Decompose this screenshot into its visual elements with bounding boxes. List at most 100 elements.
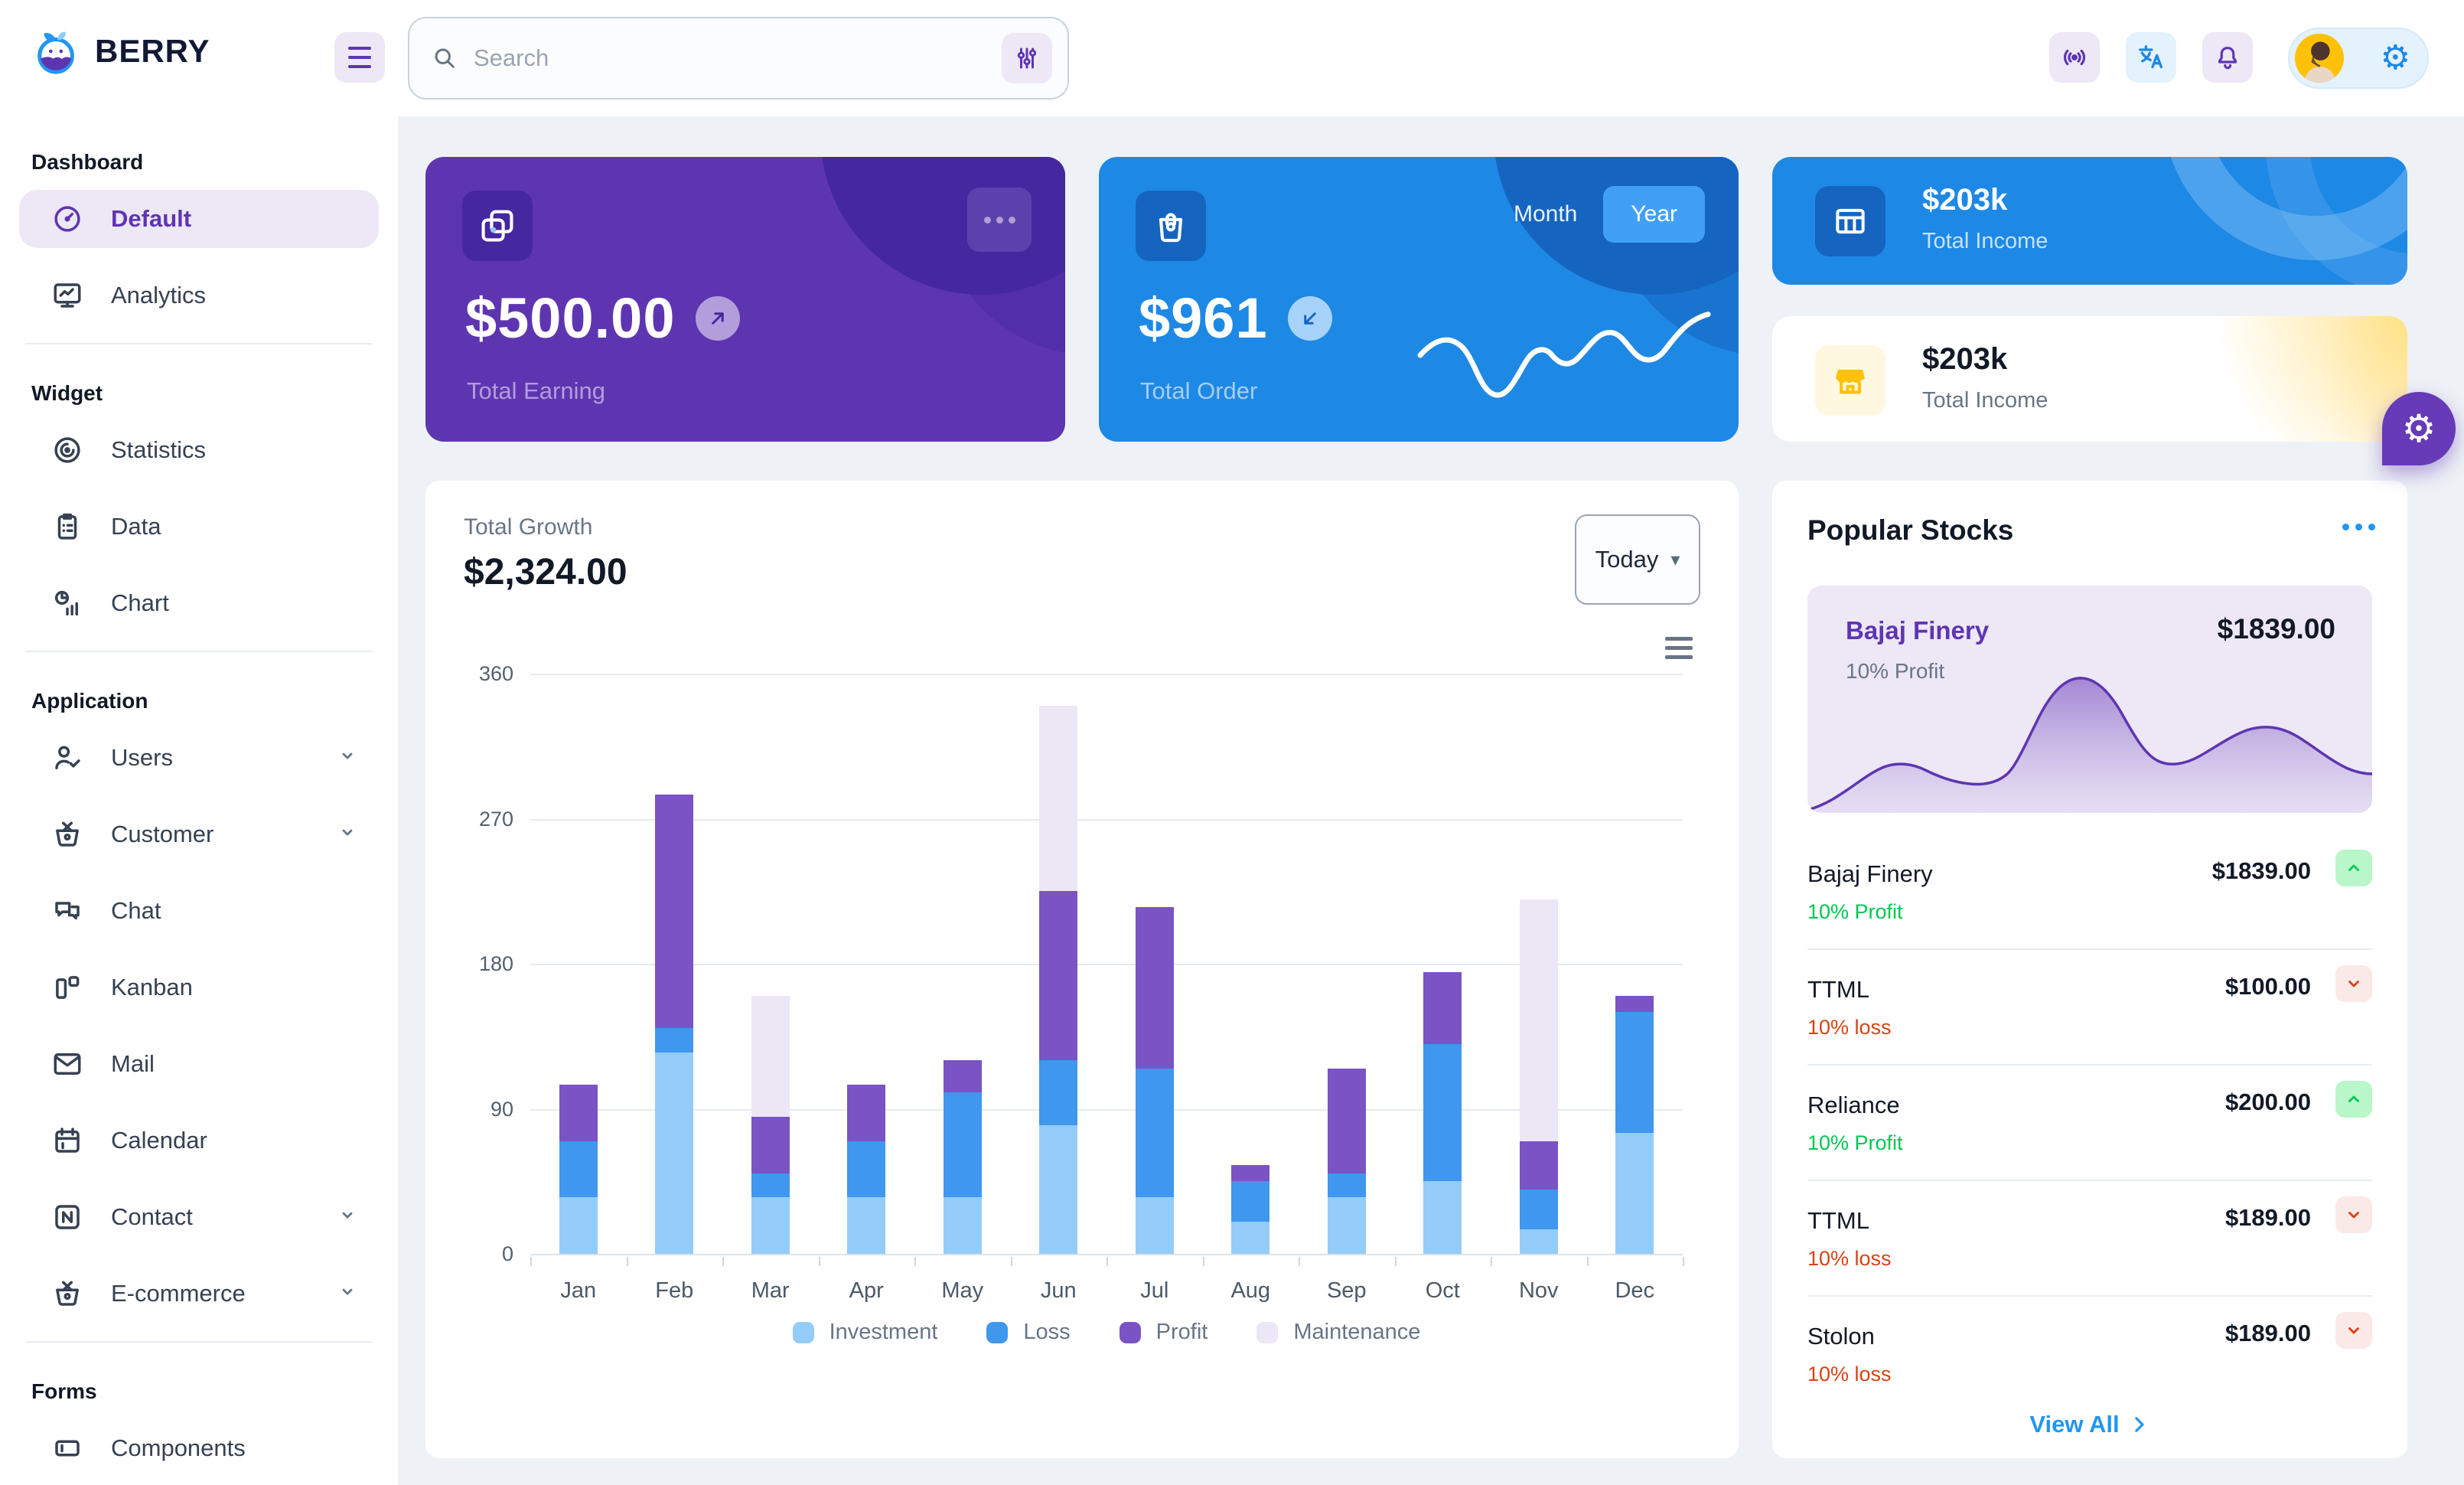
sidebar-item-calendar[interactable]: Calendar [19, 1111, 379, 1170]
sidebar-section-title: Application [31, 689, 148, 713]
sidebar-item-mail[interactable]: Mail [19, 1035, 379, 1093]
sidebar-item-chat[interactable]: Chat [19, 882, 379, 940]
stock-row-bajaj-finery[interactable]: Bajaj Finery 10% Profit $1839.00 [1807, 834, 2372, 950]
popular-stocks-panel: Popular Stocks Bajaj Finery $1839.00 10%… [1772, 481, 2407, 1458]
chart-menu-icon[interactable] [1665, 637, 1693, 659]
legend-swatch [1256, 1321, 1279, 1343]
bar-segment-loss [1135, 1068, 1174, 1198]
stock-name: Stolon [1807, 1323, 1875, 1350]
stock-row-reliance[interactable]: Reliance 10% Profit $200.00 [1807, 1066, 2372, 1181]
sidebar-item-components[interactable]: Components [19, 1419, 379, 1477]
sidebar-item-e-commerce[interactable]: E-commerce [19, 1265, 379, 1323]
bar-segment-loss [1423, 1044, 1462, 1182]
income-blue-amount: $203k [1922, 183, 2008, 217]
language-button[interactable] [2126, 32, 2176, 83]
earning-card-menu-button[interactable] [967, 188, 1032, 252]
stock-row-ttml[interactable]: TTML 10% loss $189.00 [1807, 1181, 2372, 1297]
bar-segment-investment [1327, 1197, 1366, 1254]
sidebar-item-contact[interactable]: Contact [19, 1188, 379, 1246]
bar-segment-loss [559, 1141, 598, 1198]
bell-icon [2218, 47, 2237, 70]
chevron-up-badge-icon [2335, 850, 2372, 886]
x-axis-tick-label: May [941, 1278, 984, 1303]
income-light-amount: $203k [1922, 342, 2008, 376]
nfc-icon [51, 1201, 83, 1233]
legend-item-loss: Loss [986, 1320, 1071, 1345]
stock-name: TTML [1807, 1207, 1869, 1234]
sidebar-item-label: E-commerce [111, 1280, 246, 1307]
profile-menu[interactable]: ⚙ [2288, 28, 2429, 89]
stock-row-ttml[interactable]: TTML 10% loss $100.00 [1807, 950, 2372, 1066]
legend-label: Loss [1023, 1320, 1071, 1344]
sidebar-item-default[interactable]: Default [19, 190, 379, 248]
copy-cards-icon [462, 191, 533, 261]
bar-segment-maintenance [1039, 706, 1078, 892]
notifications-button[interactable] [2202, 32, 2253, 83]
total-earning-label: Total Earning [467, 377, 605, 404]
sidebar-item-data[interactable]: Data [19, 498, 379, 556]
featured-stock-change: 10% Profit [1846, 659, 1945, 683]
search-icon [435, 48, 455, 68]
brand-name: BERRY [95, 33, 210, 69]
chevron-down-badge-icon [2335, 1196, 2372, 1233]
y-axis-tick-label: 180 [478, 952, 513, 975]
bar-segment-investment [1135, 1197, 1174, 1254]
header: BERRY [0, 0, 2464, 116]
theme-customizer-button[interactable]: ⚙ [2382, 392, 2456, 465]
sidebar-item-label: Calendar [111, 1127, 207, 1154]
toggle-month-button[interactable]: Month [1513, 201, 1578, 227]
bar-segment-investment [1519, 1229, 1558, 1254]
search-filter-button[interactable] [1002, 33, 1052, 83]
x-axis-tick-label: Mar [751, 1278, 790, 1303]
sidebar-item-label: Default [111, 205, 192, 232]
x-axis-tick [1491, 1257, 1492, 1266]
stocks-title: Popular Stocks [1807, 514, 2014, 546]
sidebar-item-label: Kanban [111, 974, 193, 1000]
sidebar-item-label: Statistics [111, 436, 207, 463]
sidebar-item-statistics[interactable]: Statistics [19, 421, 379, 479]
translate-icon [2139, 45, 2163, 69]
period-dropdown[interactable]: Today ▾ [1575, 514, 1700, 605]
chevron-right-icon [2134, 1417, 2144, 1432]
stock-row-stolon[interactable]: Stolon 10% loss $189.00 [1807, 1297, 2372, 1411]
view-all-label: View All [2029, 1411, 2120, 1438]
sidebar-divider [25, 651, 373, 652]
sidebar-item-label: Customer [111, 821, 214, 847]
berry-logo-icon [37, 31, 74, 74]
search-input[interactable] [474, 44, 1002, 72]
toggle-year-button[interactable]: Year [1603, 186, 1705, 243]
bar-segment-profit [1615, 996, 1654, 1013]
order-period-toggle: Month Year [1514, 186, 1705, 243]
legend-swatch [792, 1321, 814, 1343]
sidebar-item-kanban[interactable]: Kanban [19, 958, 379, 1017]
sidebar-item-customer[interactable]: Customer [19, 805, 379, 863]
live-status-button[interactable] [2049, 32, 2100, 83]
sidebar-item-chart[interactable]: Chart [19, 574, 379, 632]
sidebar-item-analytics[interactable]: Analytics [19, 266, 379, 325]
growth-title: Total Growth [464, 514, 593, 540]
bar-segment-investment [847, 1197, 886, 1254]
featured-stock-card[interactable]: Bajaj Finery $1839.00 10% Profit [1807, 586, 2372, 813]
broadcast-icon [2063, 49, 2086, 66]
pie-bars-icon [51, 587, 83, 619]
bar-may [943, 1060, 982, 1254]
textbox-icon [51, 1432, 83, 1464]
sidebar-item-label: Chat [111, 897, 161, 924]
view-all-link[interactable]: View All [1772, 1411, 2407, 1438]
bar-segment-investment [1231, 1221, 1270, 1254]
stocks-menu-button[interactable] [2342, 524, 2375, 530]
chart-gridline [530, 818, 1683, 821]
sidebar-toggle-button[interactable] [334, 32, 385, 83]
stock-name: TTML [1807, 976, 1869, 1003]
total-growth-panel: Total Growth $2,324.00 Today ▾ 0 90 180 270… [425, 481, 1739, 1458]
bar-jun [1039, 706, 1078, 1254]
bar-segment-profit [751, 1117, 790, 1173]
x-axis-tick [722, 1257, 724, 1266]
gear-icon: ⚙ [2401, 406, 2436, 451]
stock-change: 10% loss [1807, 1363, 1892, 1385]
bar-segment-loss [847, 1141, 886, 1198]
clipboard-icon [51, 511, 83, 543]
stock-price: $1839.00 [2211, 857, 2311, 884]
sidebar-item-users[interactable]: Users [19, 729, 379, 787]
